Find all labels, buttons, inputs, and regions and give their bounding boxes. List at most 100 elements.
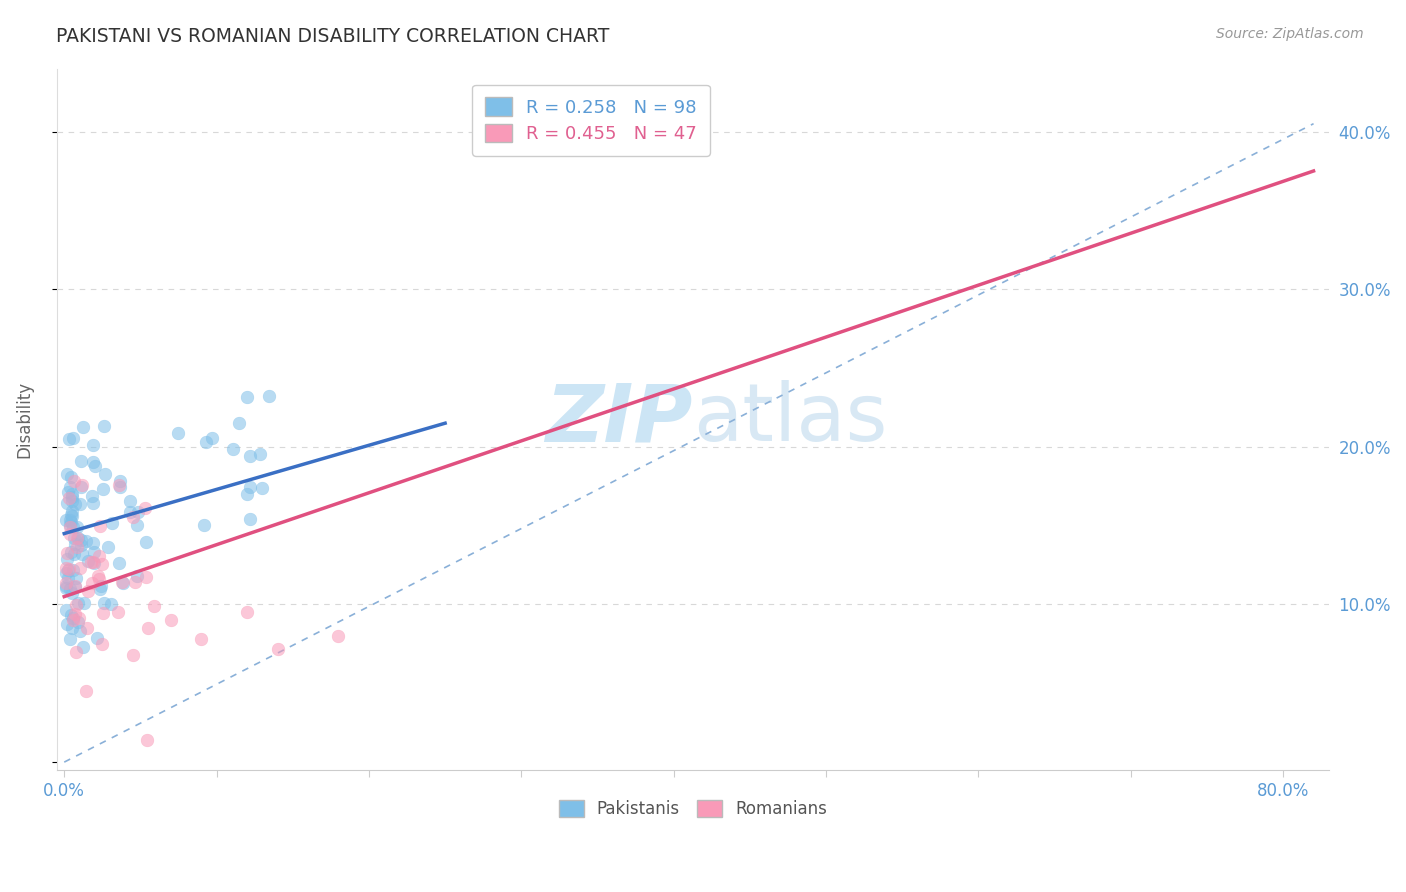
Point [67,615,90,629]
Point [63,547,86,561]
Point [59,632,82,647]
Point [66,541,89,555]
Point [84,459,107,474]
Point [222,442,245,457]
Point [73,596,96,610]
Point [82,556,104,570]
Point [72,420,94,434]
Point [55,579,77,593]
Point [76,621,98,635]
Point [108,478,131,492]
Point [257,389,280,403]
Point [249,447,271,461]
Point [93,596,115,610]
Point [62,563,84,577]
Point [65,644,87,658]
Point [125,569,148,583]
Point [58,432,80,446]
Point [110,480,132,494]
Point [89,572,111,586]
Point [69,561,91,575]
Point [55,545,77,559]
Point [55,513,77,527]
Point [83,557,105,571]
Point [55,566,77,581]
Point [62,474,84,488]
Point [111,574,134,589]
Point [75,534,97,549]
Point [69,480,91,494]
Point [77,553,100,567]
Point [86,631,108,645]
Point [201,431,224,445]
Point [62,432,84,446]
Point [60,607,83,622]
Point [56,467,79,482]
Point [239,480,262,494]
Point [58,513,80,527]
Point [90,579,112,593]
Point [134,501,156,516]
Y-axis label: Disability: Disability [15,381,32,458]
Point [82,455,104,469]
Point [250,481,273,495]
Point [239,450,262,464]
Point [55,561,77,575]
Point [82,536,104,550]
Point [167,426,190,441]
Point [59,582,82,596]
Point [62,613,84,627]
Point [60,586,83,600]
Point [107,606,129,620]
Point [63,578,86,592]
Point [59,515,82,529]
Point [108,474,131,488]
Point [67,610,90,624]
Point [83,544,105,558]
Point [60,503,83,517]
Point [69,624,91,638]
Point [60,621,83,635]
Point [97,540,120,554]
Point [75,684,97,698]
Point [59,520,82,534]
Point [59,480,82,494]
Point [69,533,91,548]
Point [100,597,122,611]
Point [122,510,145,524]
Point [65,599,87,613]
Point [236,487,259,501]
Point [70,454,93,468]
Point [60,486,83,500]
Point [58,491,80,505]
Point [121,648,143,662]
Point [136,621,159,635]
Point [111,576,134,591]
Point [160,613,183,627]
Point [87,569,110,583]
Point [235,390,257,404]
Point [93,419,115,434]
Point [67,595,90,609]
Point [59,545,82,559]
Point [135,733,157,747]
Point [239,512,262,526]
Point [135,570,157,584]
Point [55,603,77,617]
Point [190,632,212,647]
Point [58,484,80,499]
Point [59,470,82,484]
Point [87,549,110,564]
Point [82,438,104,452]
Point [135,535,157,549]
Point [65,498,87,512]
Point [56,616,79,631]
Text: PAKISTANI VS ROMANIAN DISABILITY CORRELATION CHART: PAKISTANI VS ROMANIAN DISABILITY CORRELA… [56,27,610,45]
Point [56,563,79,577]
Point [236,606,259,620]
Point [89,582,111,597]
Point [72,640,94,654]
Legend: Pakistanis, Romanians: Pakistanis, Romanians [553,793,834,825]
Point [59,527,82,541]
Point [70,478,93,492]
